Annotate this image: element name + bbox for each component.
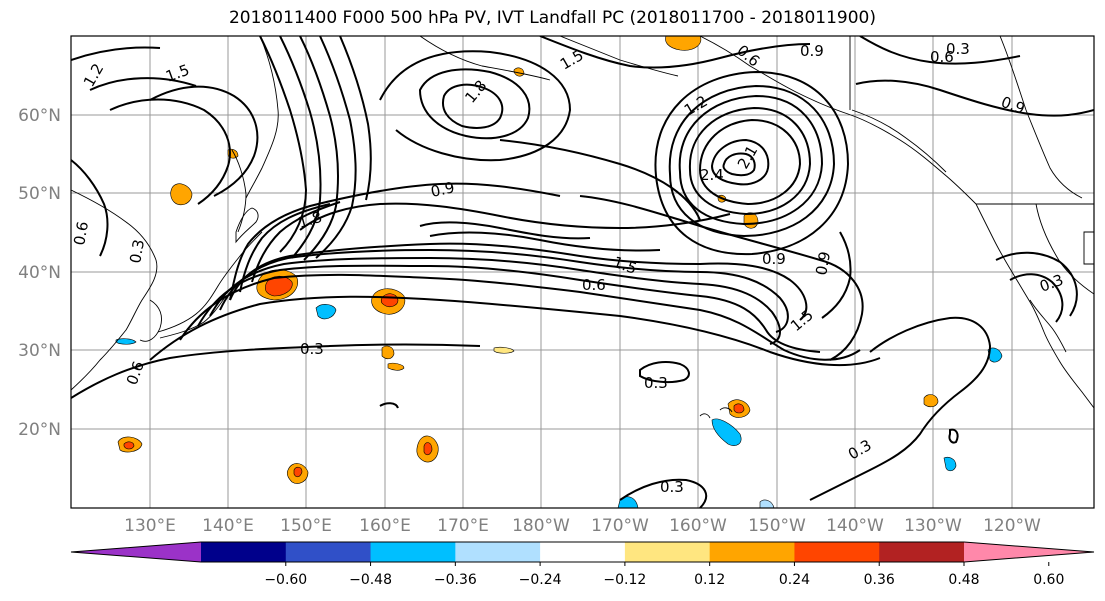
colorbar-outline	[70, 541, 1095, 563]
lon-label: 170°E	[437, 516, 489, 536]
svg-text:0.6: 0.6	[930, 48, 954, 66]
lon-label: 160°W	[669, 516, 727, 536]
longitude-labels: 130°E 140°E 150°E 160°E 170°E 180°W 170°…	[124, 516, 1041, 536]
colorbar-tick-label: 0.60	[1033, 572, 1064, 588]
colorbar-tick-label: 0.24	[779, 572, 810, 588]
colorbar-segment	[285, 542, 372, 562]
map-title: 2018011400 F000 500 hPa PV, IVT Landfall…	[228, 8, 876, 28]
svg-text:1.8: 1.8	[296, 208, 324, 232]
lon-label: 140°E	[202, 516, 254, 536]
colorbar-tick-label: −0.48	[349, 572, 392, 588]
colorbar-segment	[455, 542, 541, 562]
lon-label: 170°W	[591, 516, 649, 536]
map-frame	[70, 35, 1095, 509]
colorbar-segment	[709, 542, 795, 562]
lon-label: 120°W	[983, 516, 1041, 536]
svg-text:0.3: 0.3	[644, 374, 668, 392]
lon-label: 150°E	[280, 516, 332, 536]
lon-label: 150°W	[748, 516, 806, 536]
lon-label: 130°W	[904, 516, 962, 536]
lat-label: 50°N	[18, 184, 61, 204]
lon-label: 130°E	[124, 516, 176, 536]
colorbar-tick-label: 0.48	[948, 572, 979, 588]
svg-text:0.6: 0.6	[70, 220, 92, 247]
svg-text:0.3: 0.3	[300, 340, 324, 358]
pv-contours	[71, 36, 1094, 508]
colorbar-tick-label: 0.36	[864, 572, 895, 588]
colorbar-segment	[879, 542, 965, 562]
colorbar-tick-label: −0.36	[434, 572, 477, 588]
colorbar-extend-high	[964, 542, 1094, 562]
colorbar-extend-low	[71, 542, 201, 562]
svg-text:0.9: 0.9	[762, 250, 786, 268]
svg-text:0.3: 0.3	[946, 40, 970, 58]
svg-text:0.9: 0.9	[429, 178, 456, 201]
svg-text:0.3: 0.3	[660, 478, 684, 496]
colorbar-segment	[201, 542, 287, 562]
svg-text:0.3: 0.3	[126, 238, 148, 265]
svg-text:2.4: 2.4	[700, 166, 724, 184]
lat-label: 20°N	[18, 420, 61, 440]
lat-label: 60°N	[18, 106, 61, 126]
lon-label: 140°W	[826, 516, 884, 536]
colorbar-segment	[370, 542, 456, 562]
colorbar-tick-label: −0.60	[264, 572, 307, 588]
colorbar-segment	[624, 542, 711, 562]
colorbar-segment	[794, 542, 880, 562]
lat-label: 30°N	[18, 341, 61, 361]
svg-text:0.9: 0.9	[812, 250, 834, 277]
latitude-labels: 60°N 50°N 40°N 30°N 20°N	[18, 106, 61, 440]
svg-text:0.6: 0.6	[582, 276, 606, 294]
coastlines	[71, 36, 1094, 419]
colorbar-segment	[540, 542, 626, 562]
lon-label: 160°E	[359, 516, 411, 536]
colorbar-tick-label: 0.12	[694, 572, 725, 588]
colorbar-tick-label: −0.24	[519, 572, 562, 588]
lon-label: 180°W	[512, 516, 570, 536]
colorbar: −0.60 −0.48 −0.36 −0.24 −0.12 0.12 0.24 0.36 0.4…	[70, 541, 1095, 588]
svg-text:0.9: 0.9	[800, 42, 824, 60]
lat-label: 40°N	[18, 263, 61, 283]
colorbar-tick-label: −0.12	[603, 572, 646, 588]
